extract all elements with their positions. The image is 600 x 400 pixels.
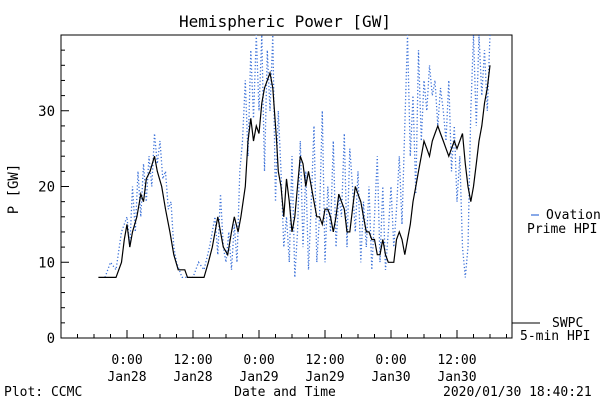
legend-ovation-label-line2: Prime HPI	[527, 222, 597, 237]
x-tick-time-label: 12:00	[173, 353, 212, 368]
x-axis-label: Date and Time	[234, 385, 336, 400]
x-tick-time-label: 12:00	[305, 353, 344, 368]
chart-title: Hemispheric Power [GW]	[179, 12, 391, 31]
series-layer	[98, 34, 491, 279]
x-tick-time-label: 0:00	[375, 353, 406, 368]
x-tick-date-label: Jan29	[239, 370, 278, 385]
x-tick-date-label: Jan28	[107, 370, 146, 385]
y-axis: 0 10 20 30	[38, 49, 69, 347]
footer-credit: Plot: CCMC	[4, 385, 82, 400]
y-tick-label: 10	[38, 255, 55, 271]
footer-timestamp: 2020/01/30 18:40:21	[443, 385, 592, 400]
legend-swpc-label: SWPC	[552, 316, 583, 331]
y-tick-label: 0	[47, 331, 55, 347]
legend-ovation-label: Ovation	[546, 208, 600, 223]
x-tick-time-label: 0:00	[111, 353, 142, 368]
x-tick-date-label: Jan29	[305, 370, 344, 385]
x-tick-time-label: 12:00	[437, 353, 476, 368]
y-tick-label: 20	[38, 180, 55, 196]
x-tick-date-label: Jan30	[371, 370, 410, 385]
x-axis: 0:00 Jan28 12:00 Jan28 0:00 Jan29 12:00 Jan29 0:…	[77, 330, 507, 385]
ovation-prime-series-line	[104, 34, 491, 279]
y-axis-label: P [GW]	[6, 164, 22, 215]
swpc-series-line	[98, 65, 491, 278]
x-tick-date-label: Jan30	[437, 370, 476, 385]
x-tick-date-label: Jan28	[173, 370, 212, 385]
x-tick-time-label: 0:00	[243, 353, 274, 368]
legend-swpc-label-line2: 5-min HPI	[520, 329, 590, 344]
y-tick-label: 30	[38, 104, 55, 120]
